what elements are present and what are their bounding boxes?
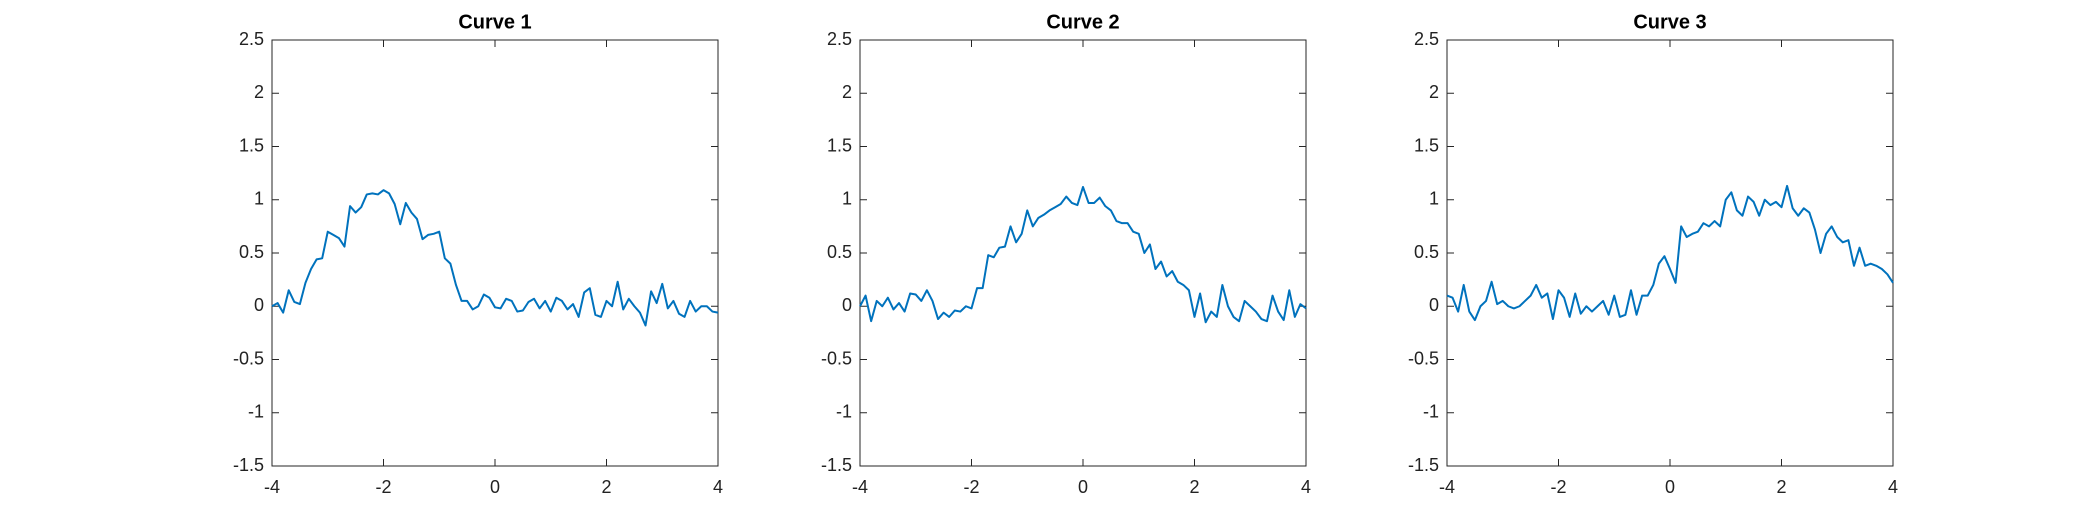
y-tick-label: -1.5 [821, 455, 852, 475]
x-tick-label: -2 [375, 477, 391, 497]
y-tick-label: 0.5 [827, 242, 852, 262]
x-tick-label: 0 [1078, 477, 1088, 497]
axes-box [859, 39, 1307, 467]
axes-box [1446, 39, 1894, 467]
y-tick-label: 2 [842, 82, 852, 102]
y-tick-label: 1.5 [827, 135, 852, 155]
chart-title: Curve 1 [458, 11, 531, 33]
chart-title: Curve 3 [1633, 11, 1706, 33]
data-line [859, 185, 1307, 324]
y-tick-label: 0.5 [239, 242, 264, 262]
y-tick-label: 1.5 [239, 135, 264, 155]
y-tick-label: 2.5 [1414, 29, 1439, 49]
y-tick-label: -0.5 [233, 348, 264, 368]
x-tick-label: -2 [963, 477, 979, 497]
chart-title: Curve 2 [1046, 11, 1119, 33]
y-tick-label: 0 [254, 295, 264, 315]
y-tick-label: 2 [1429, 82, 1439, 102]
x-tick-label: 2 [1776, 477, 1786, 497]
x-tick-label: 0 [1665, 477, 1675, 497]
y-tick-label: -1 [248, 402, 264, 422]
x-tick-label: 4 [713, 477, 723, 497]
data-line [271, 189, 719, 327]
x-tick-label: 2 [1189, 477, 1199, 497]
y-tick-label: 2.5 [827, 29, 852, 49]
axes-box [271, 39, 719, 467]
x-tick-label: -2 [1550, 477, 1566, 497]
x-tick-label: -4 [852, 477, 868, 497]
y-tick-label: -1.5 [1408, 455, 1439, 475]
data-line [1446, 184, 1894, 322]
y-tick-label: 2 [254, 82, 264, 102]
y-tick-label: -0.5 [821, 348, 852, 368]
y-tick-label: 1.5 [1414, 135, 1439, 155]
y-tick-label: 0 [1429, 295, 1439, 315]
y-tick-label: 2.5 [239, 29, 264, 49]
y-tick-label: -1.5 [233, 455, 264, 475]
x-tick-label: 2 [601, 477, 611, 497]
y-tick-label: -1 [1423, 402, 1439, 422]
y-tick-label: -0.5 [1408, 348, 1439, 368]
y-tick-label: 0.5 [1414, 242, 1439, 262]
y-tick-label: -1 [836, 402, 852, 422]
y-tick-label: 0 [842, 295, 852, 315]
x-tick-label: -4 [1439, 477, 1455, 497]
x-tick-label: 4 [1888, 477, 1898, 497]
x-tick-label: 0 [490, 477, 500, 497]
y-tick-label: 1 [1429, 189, 1439, 209]
y-tick-label: 1 [254, 189, 264, 209]
x-tick-label: -4 [264, 477, 280, 497]
y-tick-label: 1 [842, 189, 852, 209]
x-tick-label: 4 [1301, 477, 1311, 497]
